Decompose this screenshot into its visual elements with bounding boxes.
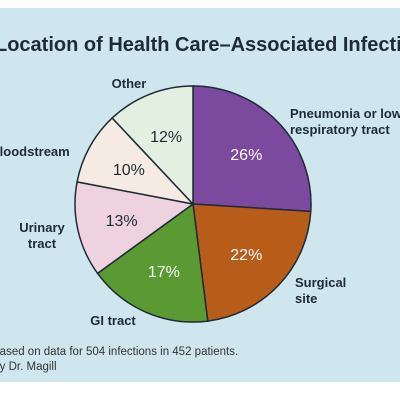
category-label-urinary-tract: Urinary tract (19, 220, 65, 251)
pie-slice-other (111, 85, 194, 206)
pie-slice-urinary-tract (74, 181, 195, 275)
chart-title-text: Location of Health Care–Associated Infec… (0, 34, 400, 56)
chart-footnote: Based on data for 504 infections in 452 … (0, 345, 400, 375)
footnote-line-2: By Dr. Magill (0, 361, 57, 373)
category-label-other: Other (112, 76, 147, 91)
value-label-bloodstream: 10% (113, 162, 145, 179)
value-label-surgical-site: 22% (230, 247, 262, 264)
pie-slice-bloodstream (76, 116, 196, 206)
category-label-surgical-site: Surgical site (295, 275, 346, 306)
pie-slice-pneumonia-or-lower-respiratory-tract (192, 85, 312, 213)
category-label-pneumonia-or-lower-respiratory-tract: Pneumonia or lowerrespiratory tract (290, 106, 400, 137)
category-label-gi-tract: GI tract (90, 313, 136, 328)
value-label-urinary-tract: 13% (106, 213, 138, 230)
pie-slice-gi-tract (96, 202, 209, 323)
footnote-line-1: Based on data for 504 infections in 452 … (0, 346, 239, 358)
chart-title: Location of Health Care–Associated Infec… (0, 34, 400, 57)
category-label-bloodstream: Bloodstream (0, 144, 70, 159)
value-label-gi-tract: 17% (148, 264, 180, 281)
pie-slice-surgical-site (192, 203, 312, 322)
value-label-other: 12% (150, 129, 182, 146)
value-label-pneumonia-or-lower-respiratory-tract: 26% (230, 147, 262, 164)
